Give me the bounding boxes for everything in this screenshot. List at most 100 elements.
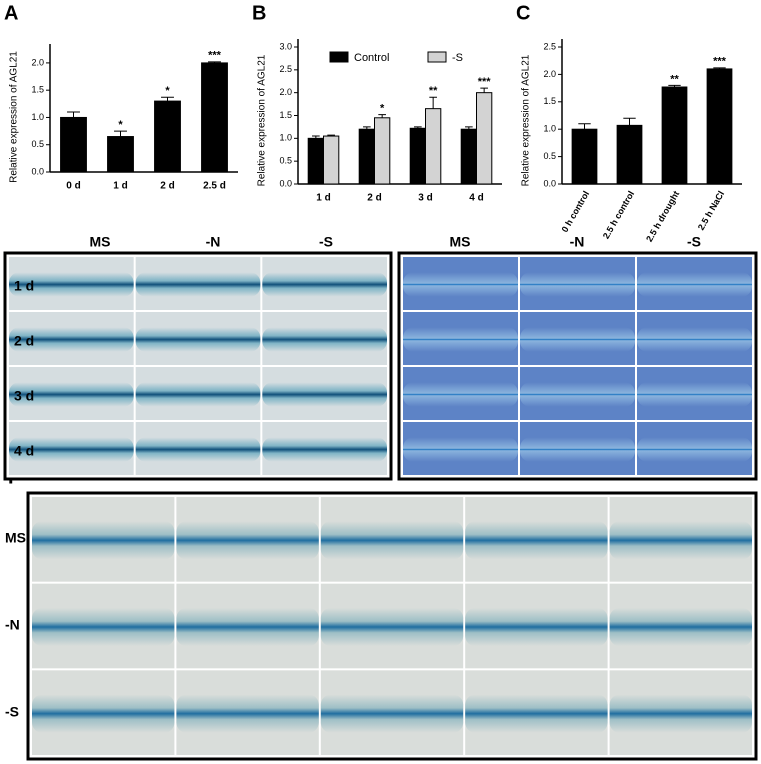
- x-tick-label: 0 d: [66, 181, 80, 192]
- bar: [107, 136, 134, 173]
- error-bar: [114, 130, 127, 137]
- row-label: 3 d: [14, 388, 34, 404]
- significance: *: [380, 102, 385, 114]
- significance: ***: [713, 56, 727, 68]
- micrograph-root: [637, 327, 752, 352]
- micrograph-root: [176, 607, 319, 647]
- micrograph-root: [465, 607, 608, 647]
- error-bar: [363, 126, 371, 130]
- micrograph-root: [520, 327, 635, 352]
- y-tick-label: 0.5: [543, 151, 556, 161]
- micrograph-root: [403, 382, 518, 407]
- micrograph-root: [9, 327, 134, 352]
- error-bar: [414, 126, 422, 129]
- column-label: -S: [687, 234, 701, 250]
- micrograph-root: [637, 382, 752, 407]
- bar: [201, 62, 228, 173]
- significance: ***: [208, 50, 222, 62]
- bar: [358, 128, 376, 185]
- bar: [425, 108, 442, 185]
- micrograph-root: [403, 327, 518, 352]
- bar: [571, 128, 598, 185]
- y-tick-label: 0.0: [543, 178, 556, 188]
- y-tick-label: 2.0: [543, 69, 556, 79]
- error-bar: [578, 123, 591, 130]
- significance: *: [118, 119, 123, 131]
- y-tick-label: 2.0: [279, 87, 292, 97]
- error-bar: [465, 126, 473, 130]
- bar: [374, 117, 391, 185]
- bar: [706, 68, 733, 185]
- micrograph-root: [32, 607, 175, 647]
- bar: [460, 128, 478, 185]
- x-tick-label: 3 d: [418, 193, 432, 204]
- x-tick-label: 2.5 h NaCl: [696, 189, 726, 232]
- column-label: -S: [319, 234, 333, 250]
- bar: [307, 137, 325, 185]
- bar: [323, 135, 340, 185]
- x-tick-label: 4 d: [469, 193, 483, 204]
- y-tick-label: 0.0: [279, 178, 292, 188]
- error-bar: [161, 96, 174, 102]
- micrograph-root: [465, 521, 608, 560]
- y-tick-label: 2.5: [543, 41, 556, 51]
- micrograph-root: [637, 437, 752, 462]
- y-tick-label: 1.5: [31, 85, 44, 95]
- significance: *: [165, 85, 170, 97]
- micrograph-root: [9, 437, 134, 462]
- micrograph-root: [135, 382, 261, 407]
- micrograph-root: [637, 272, 752, 297]
- micrograph-root: [320, 521, 464, 560]
- micrograph-root: [520, 382, 635, 407]
- micrograph-root: [9, 272, 134, 297]
- y-tick-label: 1.5: [543, 96, 556, 106]
- y-tick-label: 0.5: [279, 156, 292, 166]
- micrograph-root: [135, 327, 261, 352]
- panel-letter: C: [516, 2, 530, 24]
- micrograph-root: [176, 521, 319, 560]
- error-bar: [327, 134, 335, 137]
- y-axis-label: Relative expression of AGL21: [257, 54, 268, 186]
- bar: [661, 86, 688, 185]
- micrograph-root: [262, 327, 387, 352]
- x-tick-label: 1 d: [113, 181, 127, 192]
- bar: [60, 116, 87, 173]
- significance: **: [429, 85, 438, 97]
- micrograph-root: [520, 437, 635, 462]
- error-bar: [312, 135, 320, 139]
- y-axis-label: Relative expression of AGL21: [521, 54, 532, 186]
- panel-letter: B: [252, 2, 266, 24]
- legend-swatch: [427, 51, 447, 63]
- micrograph-root: [176, 694, 319, 733]
- row-label: 2 d: [14, 333, 34, 349]
- error-bar: [429, 96, 437, 109]
- bar: [409, 127, 427, 185]
- legend-label: Control: [354, 52, 389, 64]
- error-bar: [623, 117, 636, 126]
- legend-label: -S: [452, 52, 463, 64]
- significance: **: [670, 73, 679, 85]
- y-axis-label: Relative expression of AGL21: [9, 51, 20, 183]
- micrograph-root: [609, 521, 752, 560]
- row-label: 1 d: [14, 278, 34, 294]
- y-tick-label: 0.5: [31, 139, 44, 149]
- x-tick-label: 2.5 h drought: [644, 189, 681, 243]
- micrograph-root: [403, 272, 518, 297]
- error-bar: [378, 114, 386, 118]
- bar: [154, 100, 181, 173]
- column-label: -N: [570, 234, 585, 250]
- micrograph-root: [262, 437, 387, 462]
- micrograph-root: [9, 382, 134, 407]
- y-tick-label: 1.5: [279, 110, 292, 120]
- error-bar: [713, 67, 726, 69]
- x-tick-label: 1 d: [316, 193, 330, 204]
- column-label: MS: [450, 234, 471, 250]
- legend-swatch: [329, 51, 349, 63]
- micrograph-root: [320, 694, 464, 733]
- y-tick-label: 3.0: [279, 41, 292, 51]
- micrograph-root: [135, 272, 261, 297]
- micrograph-root: [403, 437, 518, 462]
- x-tick-label: 2 d: [367, 193, 381, 204]
- x-tick-label: 2.5 d: [203, 181, 226, 192]
